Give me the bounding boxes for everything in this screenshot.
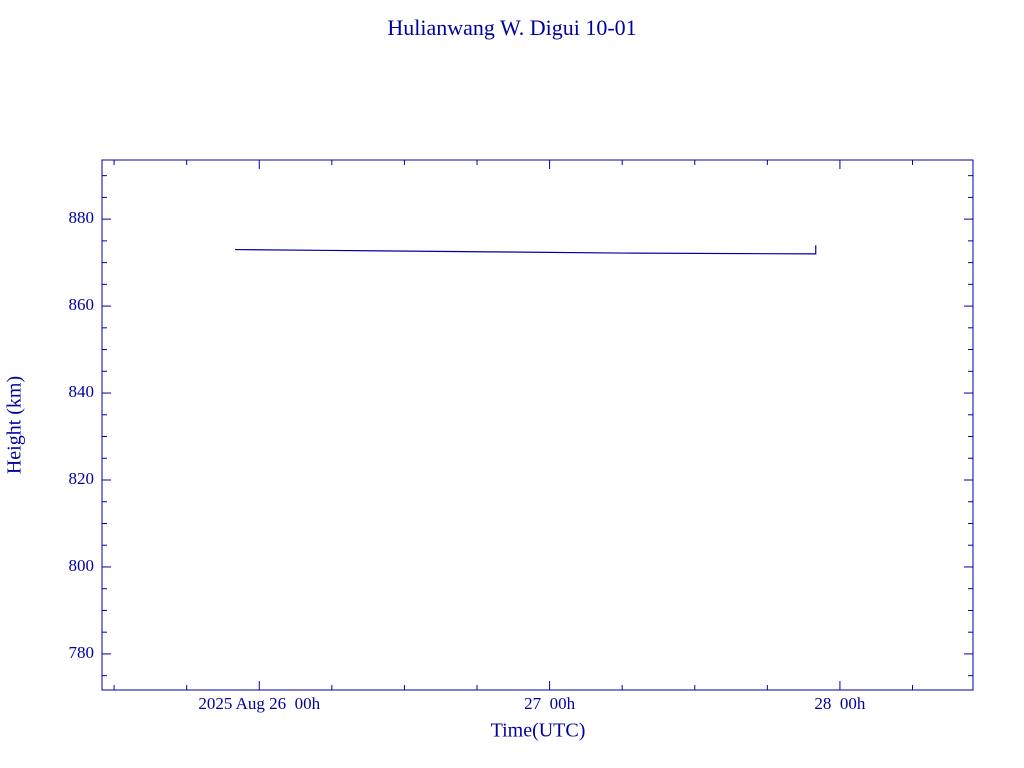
y-tick-label: 860: [69, 295, 95, 314]
chart-title: Hulianwang W. Digui 10-01: [387, 15, 636, 40]
y-axis-label: Height (km): [4, 376, 26, 474]
data-line: [235, 245, 817, 255]
x-tick-label: 28 00h: [814, 694, 866, 713]
y-tick-label: 800: [69, 556, 95, 575]
y-tick-label: 880: [69, 208, 95, 227]
y-tick-label: 840: [69, 382, 95, 401]
plot-frame: [101, 159, 974, 691]
x-tick-label: 27 00h: [524, 694, 576, 713]
x-axis-label: Time(UTC): [491, 720, 586, 742]
x-tick-label: 2025 Aug 26 00h: [198, 694, 320, 713]
y-tick-label: 780: [69, 643, 95, 662]
y-tick-label: 820: [69, 469, 95, 488]
